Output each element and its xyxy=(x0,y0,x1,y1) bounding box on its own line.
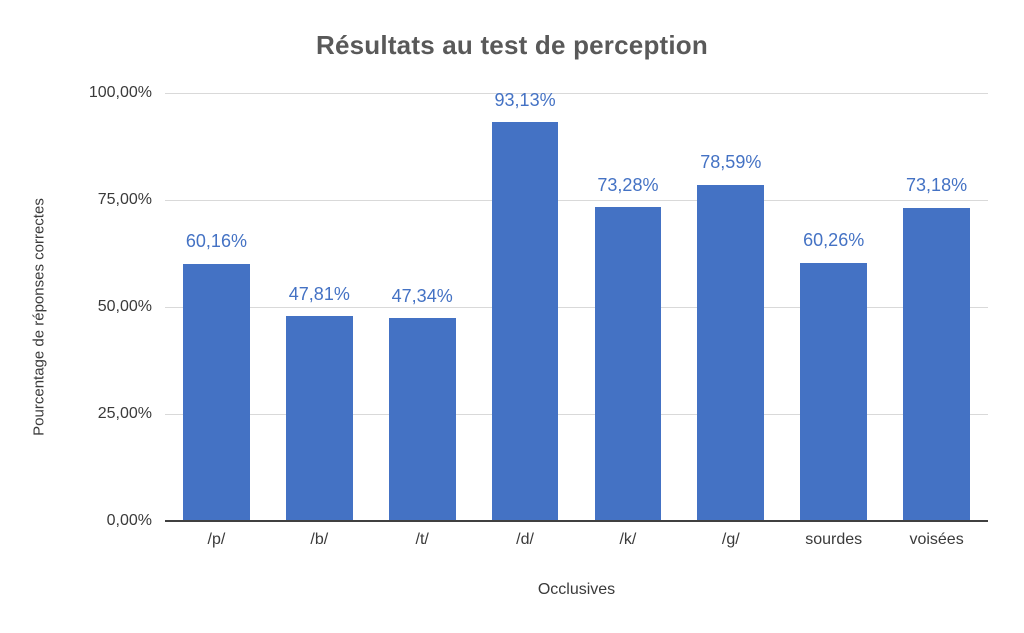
x-axis-title: Occlusives xyxy=(537,581,616,598)
y-tick-label-0: 0,00% xyxy=(106,512,152,529)
x-category-label: /k/ xyxy=(619,531,637,548)
gridline-50 xyxy=(165,307,988,308)
y-tick-label-100: 100,00% xyxy=(88,84,152,101)
y-tick-label-25: 25,00% xyxy=(97,405,152,422)
x-axis-line xyxy=(165,520,988,522)
x-axis-category-labels: /p/ /b/ /t/ /d/ /k/ /g/sourdes voisées xyxy=(165,531,988,549)
bar xyxy=(594,207,662,521)
bar-value-label: 73,18% xyxy=(906,175,968,195)
chart-title: Résultats au test de perception xyxy=(316,30,708,60)
bar-value-label: 78,59% xyxy=(700,151,762,172)
x-category-label: /b/ xyxy=(310,531,329,548)
bar-value-label: 60,16% xyxy=(185,230,247,251)
gridline-100 xyxy=(165,93,988,94)
x-category-label: /t/ xyxy=(415,531,429,548)
x-category-label: /g/ xyxy=(721,531,740,548)
bar xyxy=(903,207,970,521)
bar-group: 73,28% xyxy=(577,93,680,521)
bar-group: 93,13% xyxy=(474,89,577,521)
bar-group: 47,81% xyxy=(268,93,371,521)
bar-value-label: 47,81% xyxy=(288,283,350,304)
bar-group: 78,59% xyxy=(679,93,782,521)
x-category-label: /d/ xyxy=(516,531,534,548)
bar xyxy=(388,318,456,521)
bar-value-label: 47,34% xyxy=(391,285,453,306)
plot-area: 60,16% 47,81% 47,34% 93,13% 73,28% 78,59% 60,2… xyxy=(165,89,988,522)
x-category-label: sourdes xyxy=(805,531,863,548)
bar xyxy=(183,263,250,521)
bar-group: 60,16% xyxy=(165,93,268,521)
bar-group: 73,18% xyxy=(885,93,988,521)
y-tick-label-75: 75,00% xyxy=(97,191,152,208)
y-axis-tick-labels: 100,00% 75,00% 50,00% 25,00% 0,00% xyxy=(0,84,152,529)
bar xyxy=(697,184,765,521)
x-category-label: /p/ xyxy=(207,531,226,548)
bar-group: 60,26% xyxy=(782,93,885,521)
gridline-25 xyxy=(165,414,988,415)
bar-value-label: 93,13% xyxy=(494,89,556,110)
y-tick-label-50: 50,00% xyxy=(97,298,152,315)
bar xyxy=(491,122,559,521)
bar xyxy=(285,316,353,521)
bar xyxy=(800,263,868,521)
bar-value-label: 73,28% xyxy=(597,174,659,195)
gridline-75 xyxy=(165,200,988,201)
bar-series: 60,16% 47,81% 47,34% 93,13% 73,28% 78,59% 60,2… xyxy=(165,89,988,521)
x-category-label: voisées xyxy=(909,531,964,548)
bar-value-label: 60,26% xyxy=(803,230,865,251)
bar-group: 47,34% xyxy=(371,93,474,521)
